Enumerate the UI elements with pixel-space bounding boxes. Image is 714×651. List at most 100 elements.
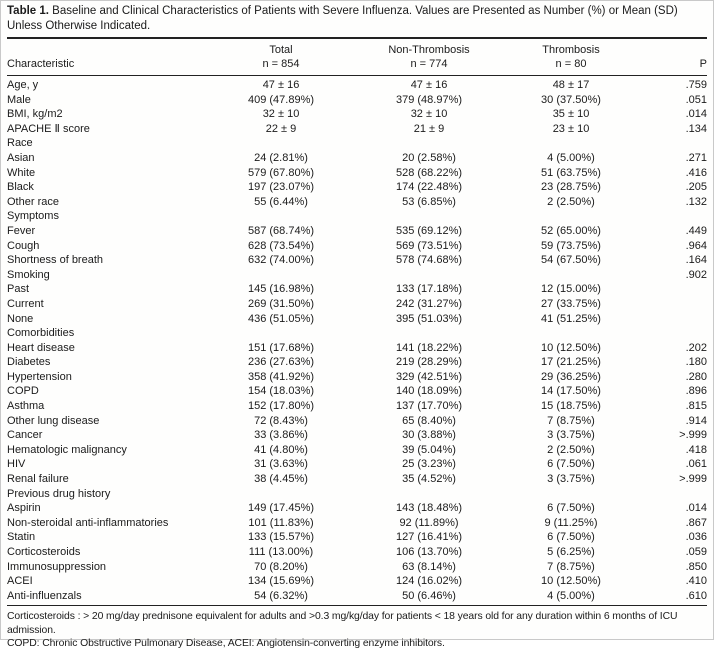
cell-characteristic: Current <box>7 297 44 310</box>
cell-characteristic: Hematologic malignancy <box>7 443 127 456</box>
cell-non-thrombosis: 141 (18.22%) <box>395 341 463 354</box>
cell-non-thrombosis: 140 (18.09%) <box>395 385 463 398</box>
cell-p-value: .759 <box>685 79 707 91</box>
cell-total: 409 (47.89%) <box>247 93 315 106</box>
cell-p-value: .280 <box>685 370 707 383</box>
cell-thrombosis: 15 (18.75%) <box>541 400 601 413</box>
cell-non-thrombosis: 578 (74.68%) <box>395 254 463 267</box>
cell-thrombosis: 9 (11.25%) <box>544 516 598 529</box>
cell-characteristic: Aspirin <box>7 502 41 515</box>
cell-p-value <box>633 209 707 224</box>
cell-total: 41 (4.80%) <box>254 443 308 456</box>
cell-p-value: .051 <box>685 93 707 106</box>
cell-characteristic: Renal failure <box>7 473 69 486</box>
cell-total: 55 (6.44%) <box>254 195 308 208</box>
cell-total: 151 (17.68%) <box>247 341 315 354</box>
cell-p-value: .059 <box>685 546 707 558</box>
cell-total <box>213 326 349 341</box>
cell-total: 269 (31.50%) <box>247 297 315 310</box>
table-footnotes: Corticosteroids : > 20 mg/day prednisone… <box>7 610 707 651</box>
cell-p-value: .014 <box>685 108 707 121</box>
table-row: Other race 55 (6.44%) 53 (6.85%) 2 (2.50… <box>7 195 707 210</box>
cell-total: 54 (6.32%) <box>254 589 308 602</box>
header-thrombosis-n: n = 80 <box>555 58 587 70</box>
bottom-rule <box>7 605 707 607</box>
cell-non-thrombosis <box>349 487 509 502</box>
cell-characteristic: Immunosuppression <box>7 560 107 573</box>
cell-total: 70 (8.20%) <box>254 560 308 573</box>
cell-total: 32 ± 10 <box>262 108 300 121</box>
cell-thrombosis: 23 (28.75%) <box>541 181 601 194</box>
header-characteristic: Characteristic <box>7 58 75 70</box>
cell-non-thrombosis: 174 (22.48%) <box>395 181 463 194</box>
cell-non-thrombosis: 39 (5.04%) <box>402 443 456 456</box>
cell-thrombosis: 54 (67.50%) <box>541 254 601 267</box>
cell-non-thrombosis: 535 (69.12%) <box>395 224 463 237</box>
cell-non-thrombosis: 35 (4.52%) <box>402 473 456 486</box>
footnote-corticosteroids: Corticosteroids : > 20 mg/day prednisone… <box>7 611 678 636</box>
cell-total: 47 ± 16 <box>262 79 300 91</box>
cell-characteristic: Race <box>7 137 33 150</box>
cell-non-thrombosis: 137 (17.70%) <box>395 400 463 413</box>
cell-total: 628 (73.54%) <box>247 239 315 252</box>
cell-p-value <box>633 136 707 151</box>
cell-thrombosis: 10 (12.50%) <box>541 575 601 588</box>
table-row: Heart disease 151 (17.68%) 141 (18.22%) … <box>7 341 707 356</box>
cell-characteristic: Non-steroidal anti-inflammatories <box>7 516 169 529</box>
table-row: Past 145 (16.98%) 133 (17.18%) 12 (15.00… <box>7 282 707 297</box>
table-row: APACHE Ⅱ score 22 ± 9 21 ± 9 23 ± 10 .13… <box>7 122 707 137</box>
cell-thrombosis: 27 (33.75%) <box>541 297 601 310</box>
cell-total: 579 (67.80%) <box>247 166 315 179</box>
cell-thrombosis: 7 (8.75%) <box>547 414 595 427</box>
table-row: Hypertension 358 (41.92%) 329 (42.51%) 2… <box>7 370 707 385</box>
cell-total: 22 ± 9 <box>265 122 297 135</box>
cell-thrombosis: 3 (3.75%) <box>547 429 595 442</box>
cell-non-thrombosis: 127 (16.41%) <box>395 531 463 544</box>
table-row: Male 409 (47.89%) 379 (48.97%) 30 (37.50… <box>7 93 707 108</box>
cell-thrombosis: 4 (5.00%) <box>547 151 595 164</box>
cell-thrombosis: 6 (7.50%) <box>547 458 595 471</box>
table-row: Anti-influenzals 54 (6.32%) 50 (6.46%) 4… <box>7 589 707 604</box>
cell-thrombosis: 3 (3.75%) <box>547 473 595 486</box>
cell-p-value: .896 <box>685 385 707 398</box>
cell-total <box>213 136 349 151</box>
cell-thrombosis <box>509 136 633 151</box>
cell-characteristic: Fever <box>7 224 36 237</box>
cell-p-value <box>633 297 707 312</box>
cell-p-value: .610 <box>685 589 707 602</box>
cell-total: 236 (27.63%) <box>247 356 315 369</box>
table-row: Corticosteroids 111 (13.00%) 106 (13.70%… <box>7 545 707 560</box>
cell-non-thrombosis: 50 (6.46%) <box>402 589 456 602</box>
cell-characteristic: Corticosteroids <box>7 546 81 558</box>
table-row: Other lung disease 72 (8.43%) 65 (8.40%)… <box>7 414 707 429</box>
cell-non-thrombosis: 379 (48.97%) <box>395 93 463 106</box>
cell-non-thrombosis: 106 (13.70%) <box>395 546 463 558</box>
header-thrombosis: Thrombosis n = 80 <box>509 43 633 71</box>
cell-p-value: .134 <box>685 122 707 135</box>
cell-thrombosis: 48 ± 17 <box>552 79 590 91</box>
table-row: Shortness of breath 632 (74.00%) 578 (74… <box>7 253 707 268</box>
cell-p-value: .164 <box>685 254 707 267</box>
table-row: Fever 587 (68.74%) 535 (69.12%) 52 (65.0… <box>7 224 707 239</box>
cell-non-thrombosis: 395 (51.03%) <box>395 312 463 325</box>
cell-non-thrombosis: 143 (18.48%) <box>395 502 463 515</box>
table-row: HIV 31 (3.63%) 25 (3.23%) 6 (7.50%) .061 <box>7 457 707 472</box>
table-row: Previous drug history <box>7 487 707 502</box>
table-title-text: Baseline and Clinical Characteristics of… <box>7 5 678 32</box>
table-row: Asian 24 (2.81%) 20 (2.58%) 4 (5.00%) .2… <box>7 151 707 166</box>
cell-characteristic: White <box>7 166 36 179</box>
table-row: COPD 154 (18.03%) 140 (18.09%) 14 (17.50… <box>7 384 707 399</box>
cell-p-value: .205 <box>685 181 707 194</box>
cell-total <box>213 268 349 283</box>
cell-non-thrombosis <box>349 209 509 224</box>
cell-non-thrombosis: 569 (73.51%) <box>395 239 463 252</box>
cell-thrombosis: 29 (36.25%) <box>541 370 601 383</box>
header-non-thrombosis: Non-Thrombosis n = 774 <box>349 43 509 71</box>
cell-p-value: .061 <box>685 458 707 471</box>
cell-non-thrombosis: 32 ± 10 <box>410 108 448 121</box>
cell-total: 154 (18.03%) <box>247 385 315 398</box>
cell-total: 38 (4.45%) <box>254 473 308 486</box>
table-row: Statin 133 (15.57%) 127 (16.41%) 6 (7.50… <box>7 530 707 545</box>
cell-p-value: .449 <box>685 224 707 237</box>
cell-total <box>213 209 349 224</box>
